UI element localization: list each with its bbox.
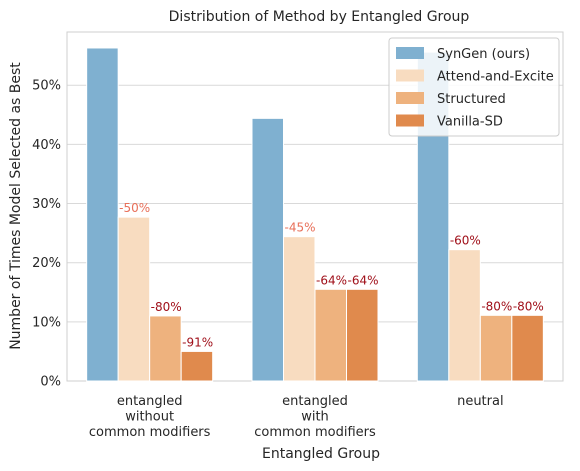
x-tick-label: entangled without common modifiers (89, 394, 211, 440)
bar (251, 117, 284, 382)
y-tick-label: 10% (32, 315, 61, 330)
y-tick-label: 50% (32, 79, 61, 94)
data-label: -60% (450, 234, 481, 248)
legend: SynGen (ours) Attend-and-Excite Structured… (388, 37, 560, 137)
bar (511, 314, 544, 382)
x-axis-label: Entangled Group (262, 446, 380, 462)
legend-box (388, 37, 560, 137)
legend-entry: SynGen (ours) (437, 47, 530, 62)
bar (117, 216, 151, 382)
y-tick-label: 30% (32, 197, 61, 212)
y-tick-label: 0% (40, 375, 61, 390)
y-axis-label: Number of Times Model Selected as Best (8, 62, 24, 350)
annotations: -50%-80%-91%-45%-64% -64%-60%-80% -80% (119, 201, 544, 349)
data-label: -80% (513, 299, 544, 313)
y-axis-ticks: 0% 10% 20% 30% 40% 50% (32, 79, 61, 390)
bar (86, 47, 119, 382)
bar (479, 314, 513, 382)
bars (86, 47, 544, 382)
legend-swatch (396, 114, 424, 127)
legend-entry: Vanilla-SD (437, 115, 503, 130)
legend-swatch (396, 69, 424, 82)
bar (149, 315, 182, 382)
legend-swatch (396, 47, 424, 59)
bar (346, 288, 379, 382)
data-label: -80% (481, 299, 512, 313)
bar (283, 236, 316, 382)
data-label: -45% (285, 221, 316, 235)
data-label: -80% (151, 300, 182, 314)
data-label: -91% (182, 335, 213, 349)
bar (448, 249, 481, 382)
legend-swatch (396, 92, 424, 104)
x-tick-label: entangled with common modifiers (254, 394, 376, 440)
bar (314, 288, 347, 382)
y-tick-label: 40% (32, 138, 61, 153)
chart-title: Distribution of Method by Entangled Grou… (169, 9, 470, 25)
data-label: -64% (348, 273, 379, 287)
legend-entry: Attend-and-Excite (437, 70, 554, 85)
legend-entry: Structured (437, 92, 506, 107)
data-label: -64% (316, 273, 347, 287)
x-tick-label: neutral (457, 394, 504, 409)
bar (180, 350, 214, 382)
y-tick-label: 20% (32, 256, 61, 271)
data-label: -50% (119, 201, 150, 215)
x-axis-ticks: entangled without common modifiers entangle… (89, 394, 504, 440)
